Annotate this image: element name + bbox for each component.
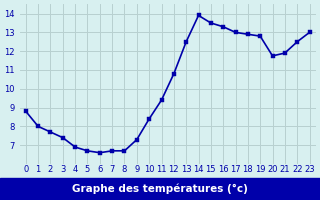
Text: Graphe des températures (°c): Graphe des températures (°c) — [72, 184, 248, 194]
